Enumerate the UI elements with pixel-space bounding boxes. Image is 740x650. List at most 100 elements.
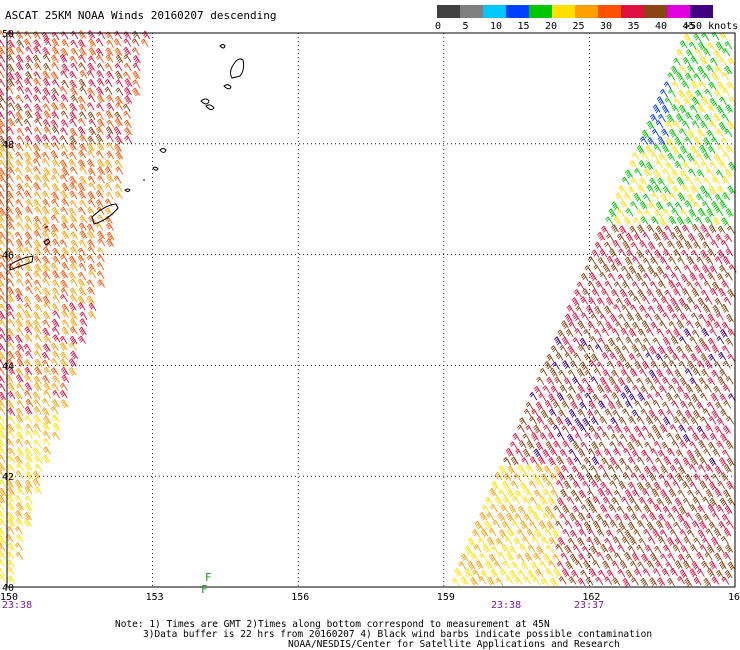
wind-barb: [33, 62, 42, 71]
wind-barb: [552, 401, 561, 410]
wind-barb: [726, 416, 735, 425]
wind-barb: [674, 369, 683, 378]
wind-barb: [584, 392, 593, 401]
wind-barb: [641, 488, 650, 497]
wind-barb: [573, 456, 582, 466]
wind-barb: [15, 54, 24, 64]
wind-barb: [15, 199, 24, 208]
wind-barb: [0, 462, 6, 472]
wind-barb: [625, 336, 634, 345]
wind-barb: [704, 88, 713, 98]
wind-barb: [714, 65, 723, 74]
wind-barb: [715, 569, 724, 579]
wind-barb: [544, 360, 553, 370]
wind-barb: [636, 377, 645, 387]
wind-barb: [649, 113, 658, 123]
wind-barb: [488, 553, 497, 563]
wind-barb: [718, 264, 727, 274]
wind-barb: [33, 319, 42, 329]
wind-barb: [43, 126, 52, 135]
wind-barb: [629, 433, 638, 443]
wind-barb: [131, 47, 140, 56]
wind-barb: [87, 206, 95, 216]
wind-barb: [643, 504, 652, 514]
wind-barb: [52, 390, 61, 399]
wind-barb: [682, 521, 691, 530]
wind-barb: [106, 222, 114, 231]
wind-barb: [636, 145, 645, 154]
longitude-label: 153: [146, 592, 164, 603]
wind-barb: [88, 215, 96, 224]
wind-barb: [699, 457, 708, 466]
wind-barb: [623, 216, 632, 226]
wind-barb: [24, 462, 33, 472]
wind-barb: [23, 151, 32, 161]
wind-barb: [688, 208, 697, 218]
wind-barb: [681, 353, 690, 362]
wind-barb: [671, 440, 680, 449]
wind-barb: [123, 62, 132, 72]
wind-barb: [535, 441, 544, 451]
wind-barb: [15, 294, 24, 303]
wind-barb: [59, 390, 68, 399]
wind-barb: [593, 409, 602, 418]
wind-barb: [0, 327, 6, 336]
wind-barb: [6, 46, 15, 56]
wind-barb: [106, 134, 114, 143]
wind-barb: [629, 160, 638, 169]
wind-barb: [722, 48, 731, 57]
wind-barb: [87, 55, 96, 64]
wind-barb: [698, 440, 706, 449]
wind-barb: [15, 374, 24, 383]
wind-barb: [52, 422, 61, 432]
wind-barb: [87, 199, 96, 208]
wind-barb: [724, 128, 733, 138]
wind-barb: [16, 127, 25, 137]
wind-barb: [501, 480, 510, 490]
wind-barb: [123, 54, 132, 63]
wind-barb: [567, 537, 576, 547]
wind-barb: [683, 264, 692, 274]
wind-barb: [115, 135, 123, 145]
wind-barb: [42, 343, 51, 353]
wind-barb: [59, 358, 68, 368]
wind-barb: [669, 567, 678, 577]
wind-barb: [684, 409, 693, 419]
wind-barb: [600, 225, 609, 235]
wind-barb: [570, 400, 579, 410]
wind-barb: [705, 528, 714, 537]
wind-barb: [662, 208, 671, 218]
wind-barb: [0, 87, 5, 97]
wind-barb: [623, 192, 632, 201]
wind-barb: [690, 312, 699, 321]
wind-barb: [676, 216, 685, 226]
wind-barb: [95, 47, 104, 57]
wind-barb: [702, 177, 711, 186]
wind-barb: [572, 480, 581, 489]
wind-barb: [723, 464, 732, 473]
wind-barb: [33, 45, 41, 55]
flag-marker: F: [205, 571, 212, 584]
wind-barb: [696, 256, 705, 266]
wind-barb: [553, 568, 562, 578]
wind-barb: [718, 560, 727, 570]
wind-barb: [633, 568, 642, 577]
latitude-label: 48: [2, 140, 14, 151]
wind-barb: [7, 166, 15, 175]
wind-barb: [619, 433, 628, 443]
wind-barb: [716, 545, 725, 554]
wind-barb: [104, 198, 113, 207]
scale-swatch: [644, 5, 667, 18]
scale-swatch: [552, 5, 575, 18]
wind-barb: [610, 433, 619, 443]
wind-barb: [34, 455, 43, 464]
scale-swatch: [483, 5, 506, 18]
wind-barb: [78, 175, 87, 185]
scale-label: 5: [462, 21, 469, 32]
wind-barb: [652, 400, 661, 409]
wind-barb: [529, 456, 538, 465]
wind-barb: [557, 537, 566, 546]
island: [230, 58, 245, 79]
wind-barb: [24, 110, 33, 119]
wind-barb: [0, 45, 6, 55]
